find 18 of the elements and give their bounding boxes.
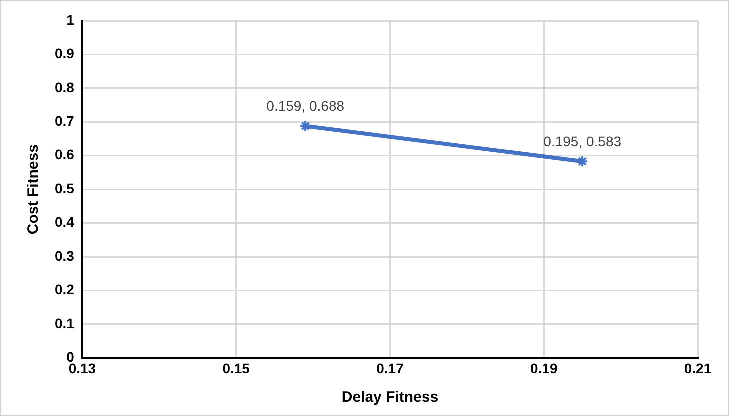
- y-tick-label: 0.1: [54, 315, 75, 332]
- y-tick-label: 0.7: [54, 113, 75, 130]
- x-axis-title: Delay Fitness: [342, 389, 439, 406]
- data-label: 0.159, 0.688: [266, 98, 345, 114]
- y-tick-label: 0.9: [54, 46, 75, 62]
- y-tick-label: 0.8: [54, 79, 75, 96]
- y-tick-label: 0.4: [54, 214, 75, 230]
- x-tick-label: 0.19: [530, 360, 558, 376]
- y-axis-title: Cost Fitness: [25, 144, 42, 235]
- x-tick-label: 0.17: [376, 360, 404, 376]
- y-tick-label: 0.5: [54, 180, 75, 196]
- y-tick-label: 0.6: [54, 146, 75, 163]
- y-tick-label: 0.2: [54, 282, 75, 298]
- y-tick-label: 0.3: [54, 248, 75, 264]
- x-tick-label: 0.15: [222, 360, 250, 376]
- y-tick-label: 1: [66, 12, 75, 28]
- data-label: 0.195, 0.583: [544, 133, 622, 150]
- x-tick-label: 0.21: [684, 360, 712, 376]
